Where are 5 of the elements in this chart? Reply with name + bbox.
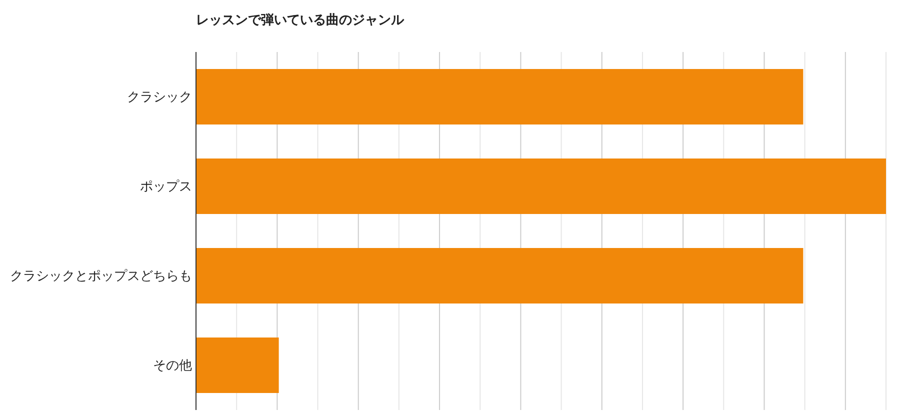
chart-title: レッスンで弾いている曲のジャンル [196, 12, 405, 27]
y-tick-label: クラシック [127, 88, 192, 104]
y-tick-label: ポップス [140, 178, 192, 194]
y-tick-label: その他 [153, 357, 192, 372]
y-tick-label: クラシックとポップスどちらも [10, 268, 192, 283]
